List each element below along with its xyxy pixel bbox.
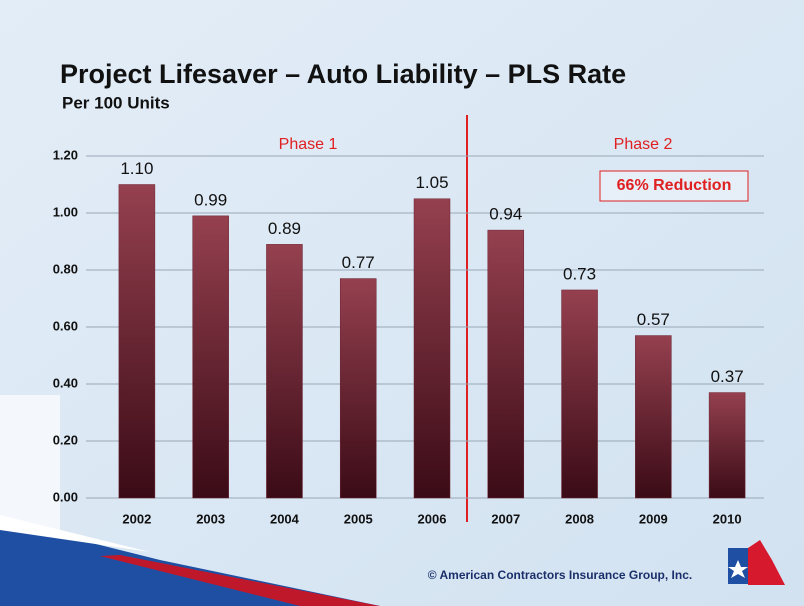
bar [413, 198, 451, 499]
x-tick-label: 2008 [565, 511, 594, 526]
x-tick-label: 2003 [196, 511, 225, 526]
x-tick-label: 2010 [713, 511, 742, 526]
value-label: 0.57 [637, 310, 670, 329]
x-tick-label: 2004 [270, 511, 300, 526]
value-label: 0.99 [194, 190, 227, 209]
footer: © American Contractors Insurance Group, … [428, 568, 692, 582]
value-label: 0.73 [563, 264, 596, 283]
value-label: 1.10 [120, 159, 153, 178]
x-tick-label: 2006 [418, 511, 447, 526]
phase-label: Phase 2 [614, 136, 673, 153]
x-tick-label: 2009 [639, 511, 668, 526]
y-tick-label: 1.20 [53, 147, 78, 162]
y-tick-label: 0.00 [53, 489, 78, 504]
swoosh-white [0, 515, 150, 552]
chart-title: Project Lifesaver – Auto Liability – PLS… [60, 59, 626, 89]
bar [561, 289, 598, 499]
y-tick-label: 0.40 [53, 375, 78, 390]
logo [728, 540, 785, 585]
swoosh-red [100, 555, 380, 606]
x-tick-label: 2005 [344, 511, 373, 526]
chart-subtitle: Per 100 Units [62, 93, 170, 112]
bar [192, 215, 229, 499]
phase-label: Phase 1 [279, 136, 338, 153]
bar [266, 244, 303, 499]
value-label: 0.94 [489, 205, 522, 224]
swoosh-blue [0, 520, 380, 606]
x-tick-label: 2007 [491, 511, 520, 526]
y-tick-label: 0.80 [53, 261, 78, 276]
bar [635, 335, 672, 499]
y-tick-label: 0.60 [53, 318, 78, 333]
y-tick-label: 0.20 [53, 432, 78, 447]
y-tick-label: 1.00 [53, 204, 78, 219]
bar [339, 278, 377, 499]
bar [708, 392, 746, 499]
bar [487, 229, 525, 499]
value-label: 0.77 [342, 253, 375, 272]
x-tick-label: 2002 [122, 511, 151, 526]
value-label: 0.89 [268, 219, 301, 238]
value-label: 1.05 [415, 173, 448, 192]
annotation-box [599, 170, 749, 202]
value-label: 0.37 [711, 367, 744, 386]
annotation: 66% Reduction [617, 177, 732, 194]
bar [118, 184, 156, 499]
